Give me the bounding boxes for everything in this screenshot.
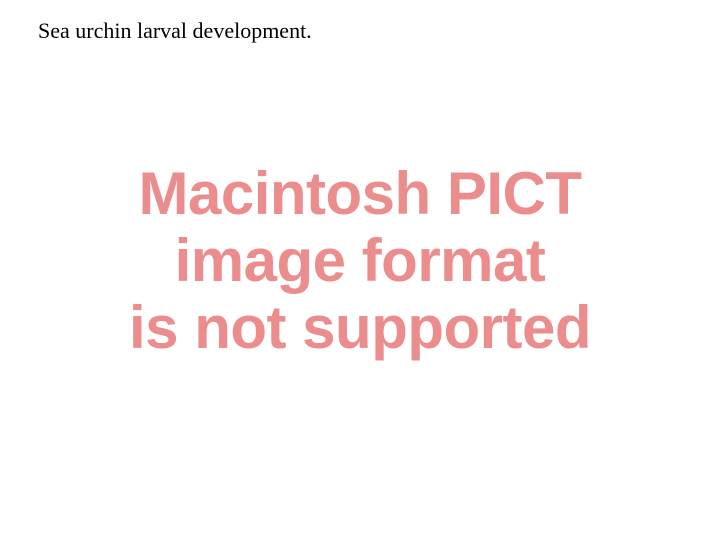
error-line-2: image format: [129, 227, 591, 294]
error-line-3: is not supported: [129, 294, 591, 361]
unsupported-image-placeholder: Macintosh PICT image format is not suppo…: [129, 160, 591, 362]
error-line-1: Macintosh PICT: [129, 160, 591, 227]
slide-caption: Sea urchin larval development.: [38, 18, 312, 44]
